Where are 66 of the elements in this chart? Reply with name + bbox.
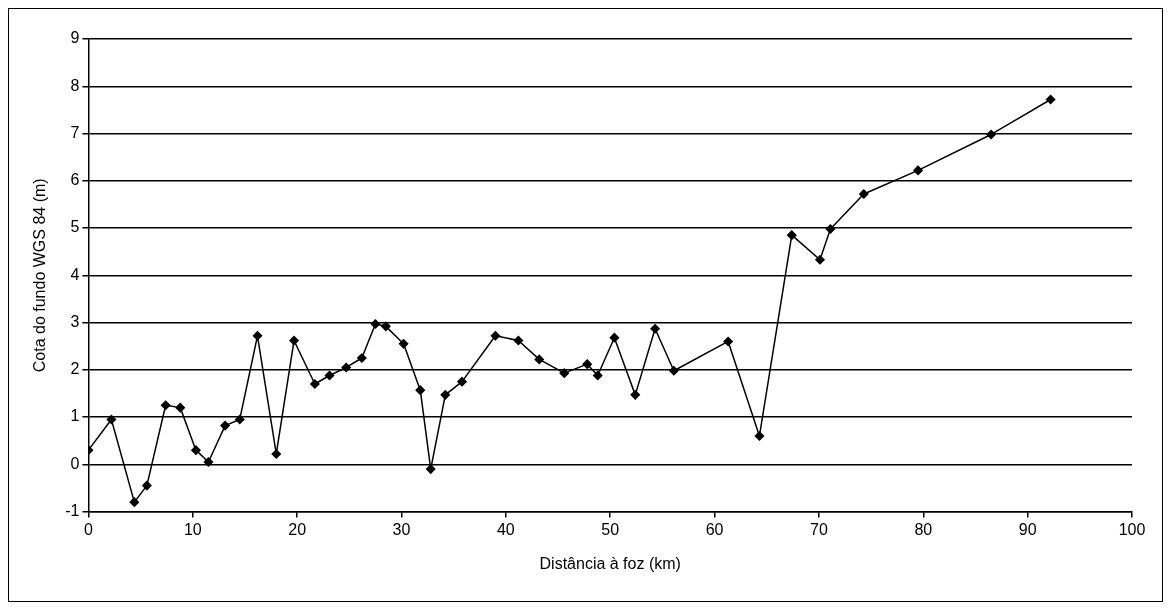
point xyxy=(324,370,335,381)
point xyxy=(582,359,593,369)
x-tick-label: 40 xyxy=(496,520,515,538)
point xyxy=(559,368,570,378)
x-tick-label: 10 xyxy=(183,520,202,538)
x-tick-label: 100 xyxy=(1118,520,1146,538)
point xyxy=(129,497,140,507)
point xyxy=(986,129,996,140)
y-tick-label: 4 xyxy=(70,265,80,283)
y-tick-label: 2 xyxy=(70,360,80,378)
point xyxy=(381,321,391,332)
y-tick-label: 0 xyxy=(70,454,80,472)
x-tick-label: 0 xyxy=(83,520,93,538)
y-tick-label: 5 xyxy=(70,218,80,236)
point xyxy=(271,449,282,459)
point xyxy=(142,480,152,491)
point xyxy=(106,414,117,425)
point xyxy=(825,224,836,234)
x-tick-label: 60 xyxy=(705,520,724,538)
point xyxy=(357,353,367,363)
point xyxy=(160,400,171,411)
point xyxy=(534,354,544,365)
x-axis-title: Distância à foz (km) xyxy=(539,554,681,572)
x-tick-label: 30 xyxy=(392,520,411,538)
point xyxy=(815,254,825,265)
y-tick-label: 9 xyxy=(70,29,80,47)
point xyxy=(425,464,436,474)
point xyxy=(220,420,230,431)
point xyxy=(913,165,923,176)
y-tick-label: 6 xyxy=(70,171,80,189)
x-tick-label: 20 xyxy=(288,520,307,538)
point xyxy=(310,379,320,389)
point xyxy=(754,431,765,441)
y-axis-title: Cota do fundo WGS 84 (m) xyxy=(31,178,49,373)
x-tick-label: 70 xyxy=(810,520,828,538)
y-tick-label: 3 xyxy=(70,312,80,330)
point xyxy=(341,362,351,373)
point xyxy=(175,402,186,413)
point xyxy=(592,370,603,381)
point xyxy=(252,331,263,341)
y-tick-label: 8 xyxy=(70,76,80,94)
point xyxy=(859,189,869,199)
point xyxy=(191,445,201,455)
point xyxy=(203,457,214,467)
point xyxy=(513,335,524,346)
point xyxy=(398,339,409,349)
point xyxy=(669,366,679,376)
point xyxy=(370,319,381,329)
point xyxy=(440,390,451,400)
point xyxy=(289,335,299,346)
point xyxy=(650,323,660,334)
point xyxy=(1045,94,1056,105)
point xyxy=(235,414,245,425)
point xyxy=(415,385,426,395)
point xyxy=(723,336,733,347)
y-tick-label: -1 xyxy=(65,502,80,520)
x-tick-label: 50 xyxy=(601,520,620,538)
y-tick-label: 7 xyxy=(70,123,80,141)
point xyxy=(787,230,797,240)
point xyxy=(457,376,467,387)
point xyxy=(630,390,641,400)
y-tick-label: 1 xyxy=(70,407,80,425)
x-tick-label: 90 xyxy=(1018,520,1037,538)
point xyxy=(490,331,501,341)
point xyxy=(609,332,620,343)
x-tick-label: 80 xyxy=(914,520,933,538)
